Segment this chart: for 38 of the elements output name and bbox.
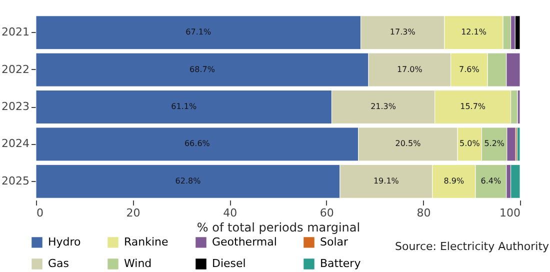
data-label: 7.6% [459, 64, 480, 74]
legend-label: Diesel [212, 257, 246, 270]
x-tick-label: 60 [320, 206, 334, 220]
data-label: 62.8% [175, 176, 202, 186]
y-tick-label: 2025 [2, 174, 30, 188]
legend-label: Wind [124, 257, 152, 270]
y-tick-label: 2023 [2, 100, 30, 113]
legend-label: Solar [320, 235, 349, 248]
data-label: 66.6% [184, 139, 210, 148]
data-label: 12.1% [461, 28, 487, 37]
data-label: 61.1% [171, 102, 197, 111]
data-label: 68.7% [190, 64, 216, 74]
data-label: 15.7% [460, 102, 486, 111]
x-axis-title: % of total periods marginal [196, 220, 360, 234]
y-tick-label: 2021 [2, 26, 30, 39]
y-tick-label: 2022 [2, 62, 30, 76]
data-label: 67.1% [186, 28, 212, 37]
x-tick-label: 100 [500, 206, 520, 220]
x-tick-label: 0 [36, 206, 44, 220]
data-label: 5.0% [460, 139, 480, 148]
data-label: 5.2% [484, 139, 505, 148]
data-label: 8.9% [444, 176, 464, 186]
legend-label: Battery [320, 257, 362, 270]
data-label: 21.3% [370, 102, 396, 111]
legend-label: Rankine [124, 235, 169, 248]
y-tick-label: 2024 [2, 137, 30, 150]
data-label: 6.4% [480, 176, 502, 186]
data-label: 17.0% [396, 64, 423, 74]
data-label: 19.1% [373, 176, 400, 186]
data-label: 17.3% [390, 28, 416, 37]
legend-label: Hydro [48, 235, 82, 248]
legend-label: Geothermal [212, 235, 277, 248]
x-tick-label: 80 [416, 206, 431, 220]
source-note: Source: Electricity Authority [395, 240, 550, 253]
x-tick-label: 20 [126, 206, 140, 220]
data-label: 20.5% [395, 139, 422, 148]
x-tick-label: 40 [223, 206, 238, 220]
legend-label: Gas [48, 257, 70, 270]
